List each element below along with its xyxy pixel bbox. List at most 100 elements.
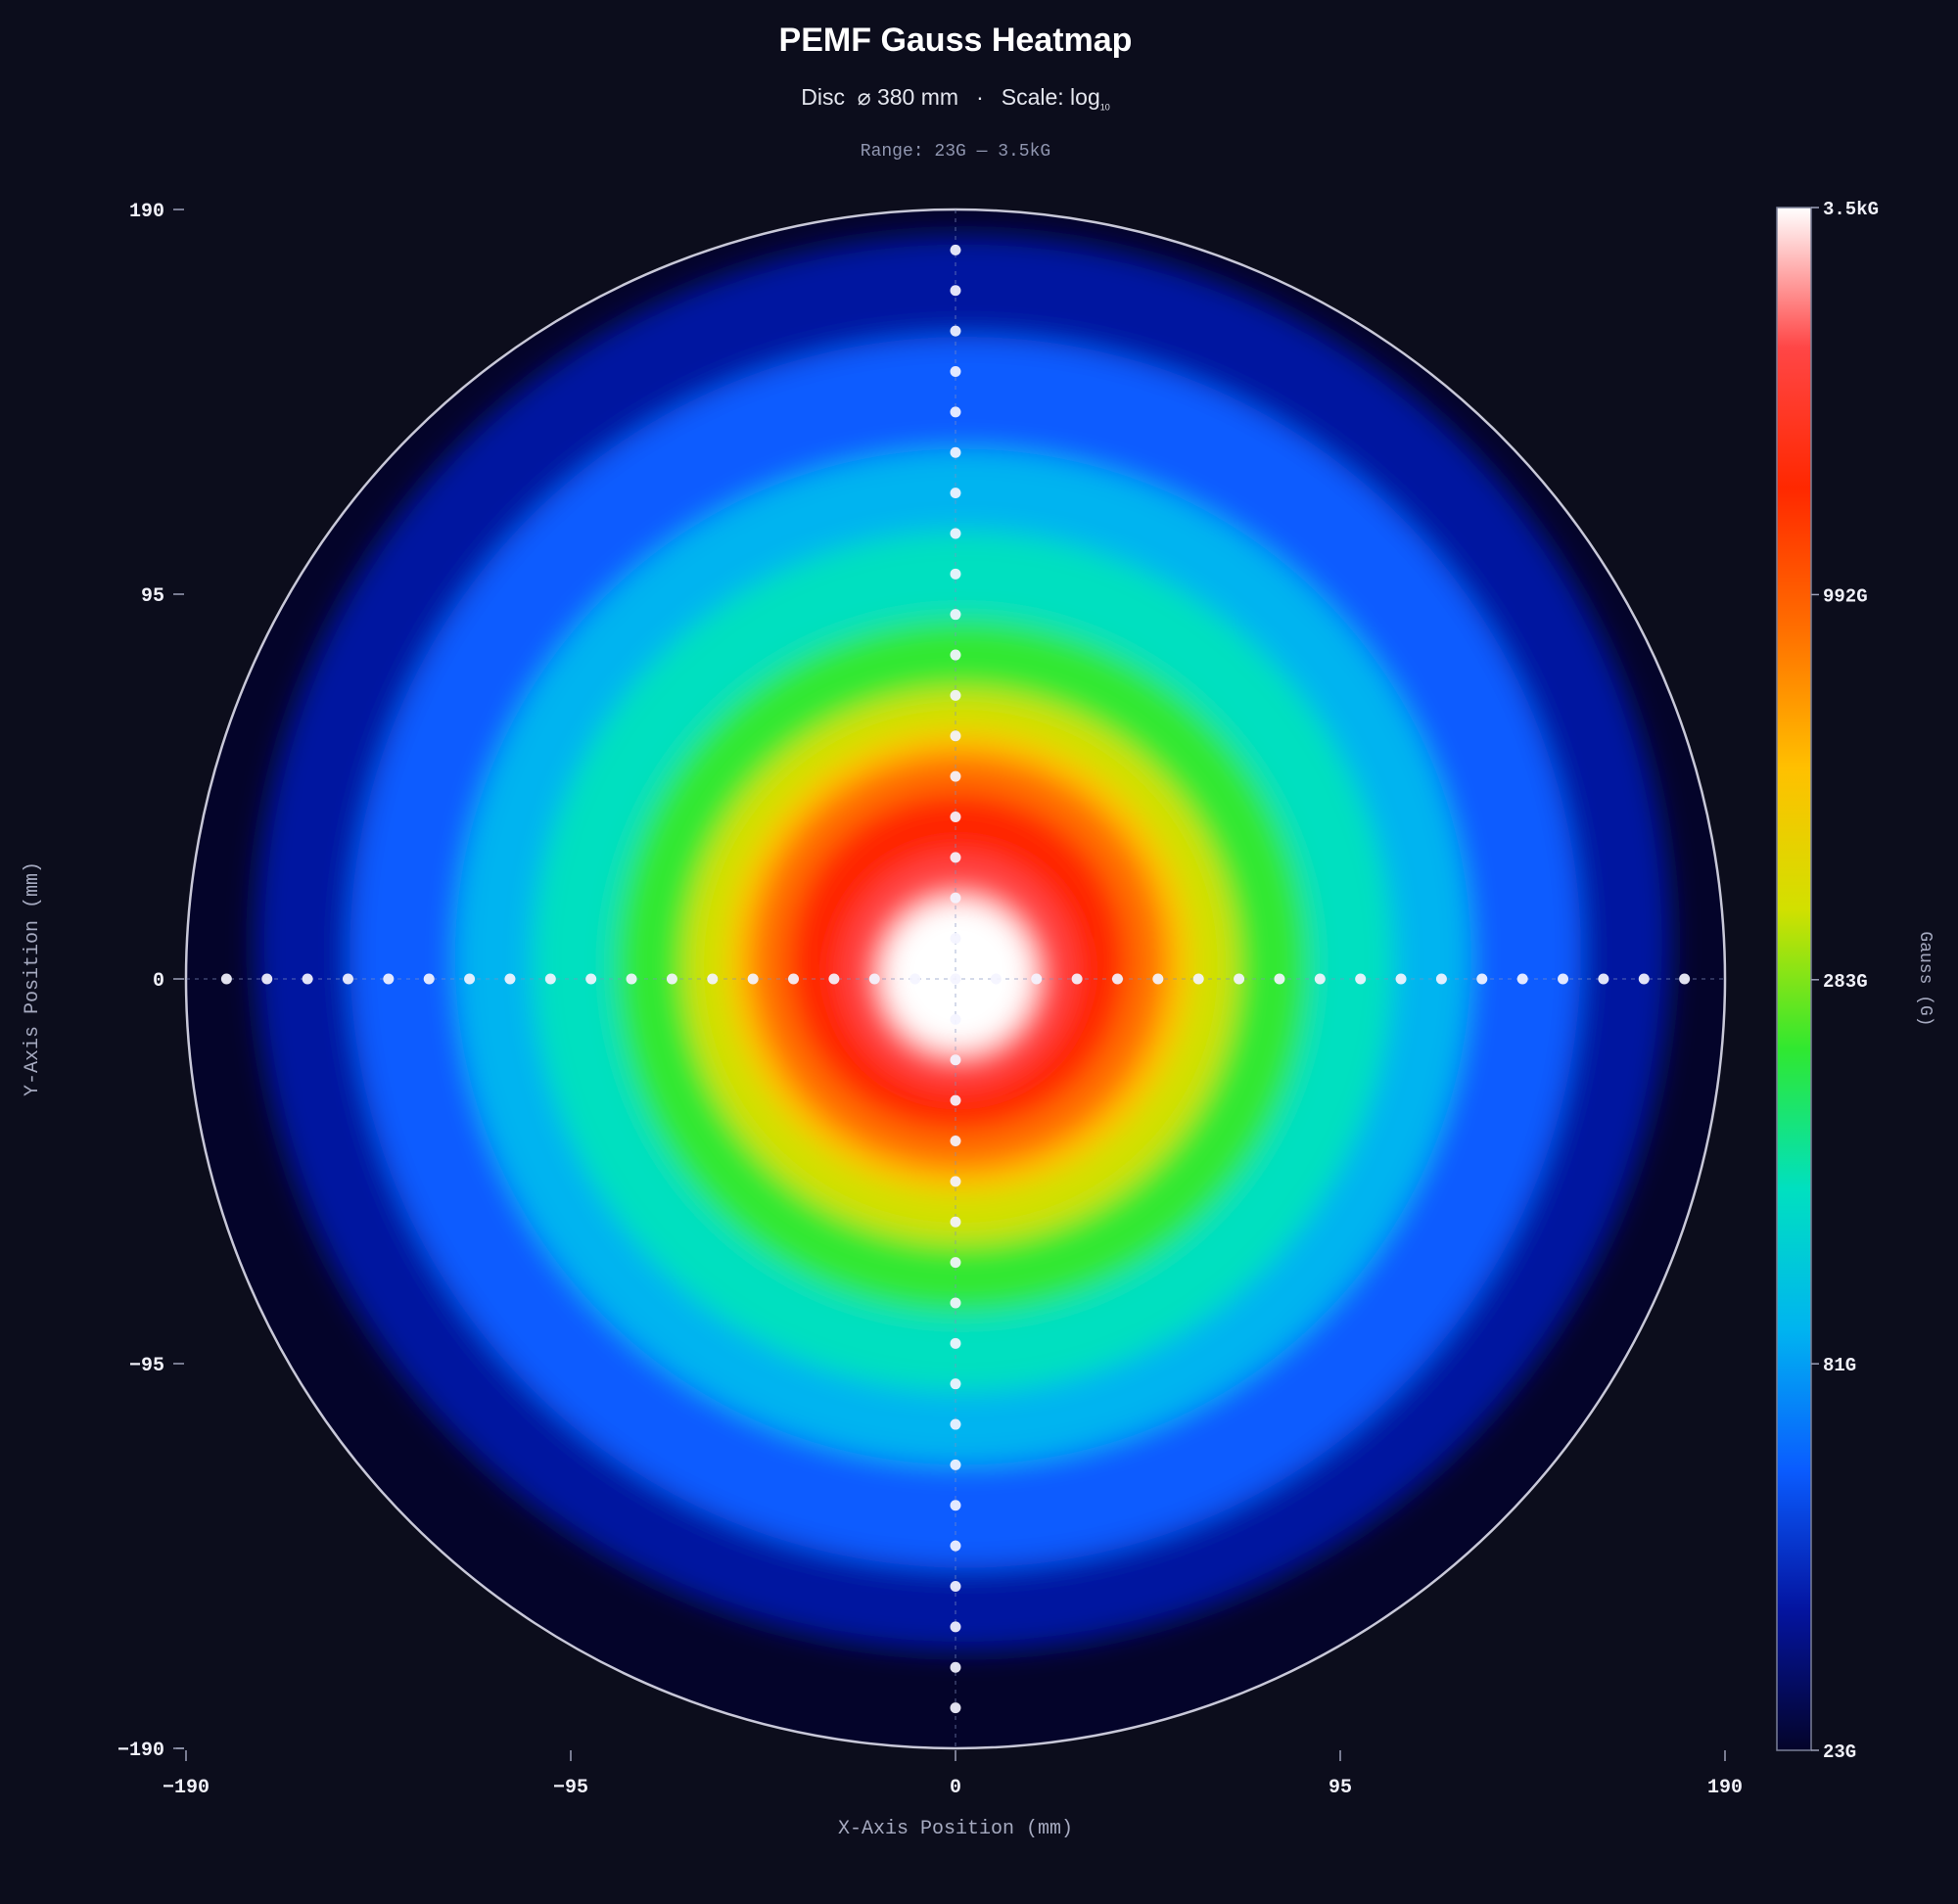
measurement-point — [990, 973, 1002, 985]
measurement-point — [950, 1418, 961, 1430]
measurement-point — [666, 973, 677, 985]
measurement-point — [1031, 973, 1043, 985]
subtitle-separator: · — [976, 84, 984, 110]
measurement-point — [950, 770, 961, 782]
measurement-point — [950, 244, 961, 255]
chart-subtitle: Disc ⌀ 380 mm · Scale: log10 — [0, 84, 1911, 113]
measurement-point — [950, 365, 961, 377]
measurement-point — [950, 406, 961, 418]
disc-label: Disc — [801, 84, 845, 110]
measurement-point — [950, 1297, 961, 1309]
measurement-point — [1679, 973, 1691, 985]
y-tick-label: −95 — [129, 1355, 164, 1377]
measurement-point — [1071, 973, 1083, 985]
y-tick-label: 95 — [141, 585, 164, 608]
measurement-point — [464, 973, 476, 985]
measurement-point — [950, 1216, 961, 1228]
measurement-point — [950, 1257, 961, 1269]
colorbar-ticks: 3.5kG 992G 283G 81G 23G — [1811, 199, 1879, 1763]
measurement-point — [950, 528, 961, 539]
measurement-point — [1355, 973, 1367, 985]
measurement-point — [950, 1540, 961, 1552]
measurement-point — [1395, 973, 1407, 985]
y-tick-label: 190 — [129, 201, 164, 223]
measurement-point — [1476, 973, 1488, 985]
measurement-point — [950, 689, 961, 701]
measurement-point — [950, 1135, 961, 1146]
measurement-point — [707, 973, 719, 985]
measurement-point — [544, 973, 556, 985]
measurement-point — [220, 973, 232, 985]
measurement-point — [950, 488, 961, 499]
range-text: Range: 23G — 3.5kG — [860, 142, 1051, 162]
colorbar-tick-label: 283G — [1823, 971, 1868, 993]
measurement-point — [950, 933, 961, 945]
measurement-point — [1314, 973, 1326, 985]
measurement-point — [423, 973, 435, 985]
x-tick-label: 190 — [1707, 1777, 1743, 1799]
measurement-point — [950, 325, 961, 337]
x-axis-label: X-Axis Position (mm) — [838, 1818, 1073, 1840]
colorbar-tick-label: 3.5kG — [1823, 199, 1879, 220]
measurement-point — [1638, 973, 1650, 985]
heatmap-field — [186, 209, 1725, 1748]
disc-outline — [184, 208, 1727, 1750]
measurement-point — [585, 973, 597, 985]
measurement-point — [504, 973, 516, 985]
measurement-point — [950, 973, 961, 985]
measurement-point — [1111, 973, 1123, 985]
measurement-point — [950, 1621, 961, 1633]
measurement-point — [950, 1378, 961, 1390]
scale-subscript: 10 — [1099, 102, 1110, 113]
measurement-point — [1152, 973, 1164, 985]
x-tick-label: 0 — [950, 1777, 961, 1799]
measurement-point — [828, 973, 840, 985]
measurement-point — [747, 973, 759, 985]
measurement-point — [1516, 973, 1528, 985]
y-tick-label: 0 — [153, 970, 164, 993]
measurement-point — [909, 973, 921, 985]
measurement-point — [950, 609, 961, 621]
measurement-point — [950, 285, 961, 297]
x-tick-label: 95 — [1329, 1777, 1352, 1799]
measurement-point — [950, 852, 961, 863]
y-axis: 190 95 0 −95 −190 — [117, 201, 184, 1762]
measurement-point — [950, 1176, 961, 1187]
measurement-point — [1558, 973, 1569, 985]
measurement-point — [950, 1094, 961, 1106]
x-axis: −190 −95 0 95 190 — [163, 1750, 1743, 1799]
colorbar — [1776, 207, 1812, 1751]
measurement-point — [950, 1581, 961, 1593]
measurement-point — [950, 649, 961, 661]
measurement-point — [1192, 973, 1204, 985]
measurement-point — [950, 1054, 961, 1066]
measurement-point — [788, 973, 800, 985]
measurement-point — [1274, 973, 1285, 985]
measurement-point — [626, 973, 637, 985]
measurement-point — [950, 446, 961, 458]
measurement-point — [950, 812, 961, 823]
scale-label: Scale: log — [1001, 84, 1100, 110]
measurement-point — [1234, 973, 1245, 985]
measurement-point — [950, 1702, 961, 1714]
measurement-point — [1435, 973, 1447, 985]
colorbar-tick-label: 992G — [1823, 585, 1868, 607]
y-tick-label: −190 — [117, 1740, 164, 1762]
colorbar-tick-label: 23G — [1823, 1741, 1856, 1763]
measurement-point — [950, 568, 961, 580]
measurement-point — [868, 973, 880, 985]
measurement-point — [383, 973, 395, 985]
measurement-point — [1598, 973, 1609, 985]
x-tick-label: −190 — [163, 1777, 210, 1799]
measurement-point — [950, 1459, 961, 1470]
measurement-point — [950, 1337, 961, 1349]
measurement-point — [261, 973, 273, 985]
measurement-point — [950, 730, 961, 742]
colorbar-tick-label: 81G — [1823, 1355, 1856, 1376]
disc-diameter: ⌀ 380 mm — [857, 84, 959, 110]
measurement-point — [950, 1661, 961, 1673]
measurement-point — [302, 973, 313, 985]
colorbar-label: Gauss (G) — [1915, 931, 1935, 1026]
